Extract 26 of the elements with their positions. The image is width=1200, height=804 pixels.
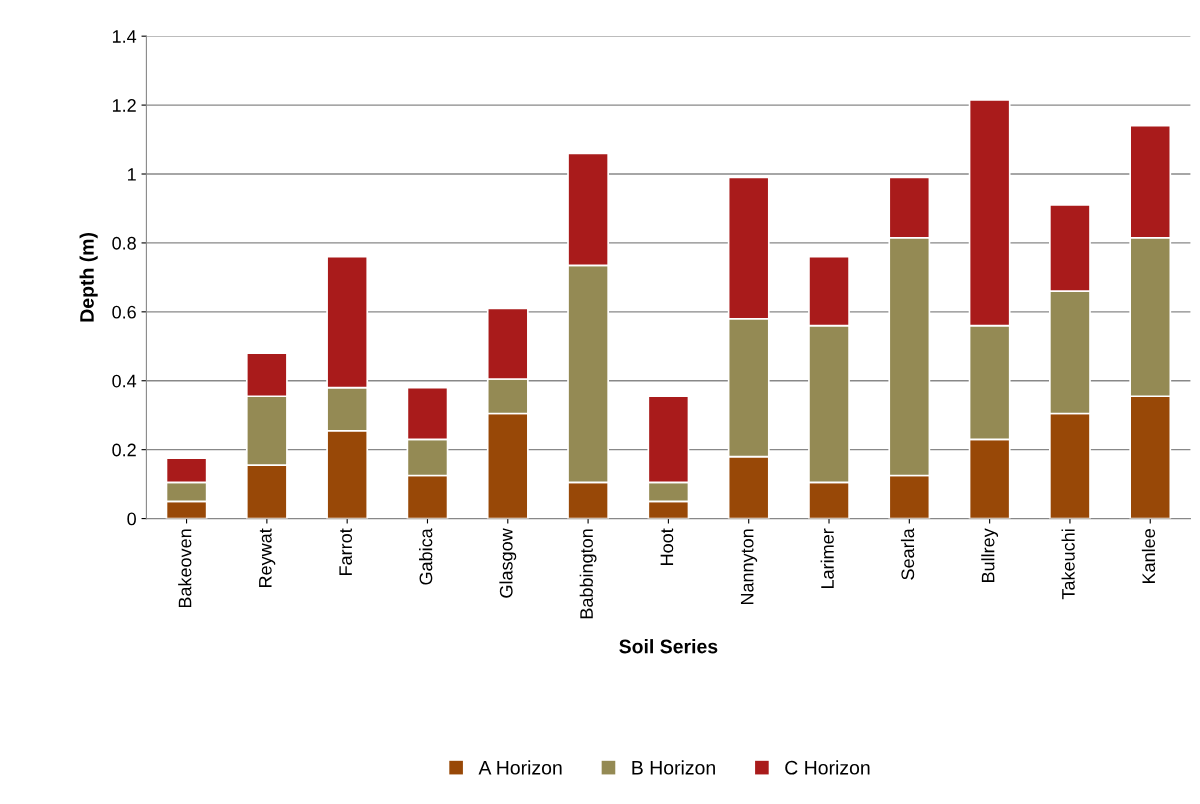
y-tick-label: 1 bbox=[128, 168, 136, 181]
x-tick-label: Nannyton bbox=[740, 529, 758, 605]
y-tick-label: 0.8 bbox=[112, 236, 136, 250]
x-tick-label: Bullrey bbox=[981, 528, 999, 583]
y-axis-title: Depth (m) bbox=[79, 232, 98, 322]
legend-label: A Horizon bbox=[478, 760, 562, 775]
x-tick-label: Hoot bbox=[660, 528, 674, 565]
legend-label: B Horizon bbox=[632, 760, 715, 775]
y-tick-label: 0 bbox=[127, 512, 136, 526]
x-tick-label: Takeuchi bbox=[1061, 529, 1075, 600]
legend-label: C Horizon bbox=[785, 760, 870, 775]
x-tick-label: Glasgow bbox=[499, 528, 517, 598]
x-tick-label: Bakeoven bbox=[178, 529, 192, 608]
y-tick-label: 0.2 bbox=[112, 443, 136, 457]
x-tick-label: Reywat bbox=[259, 528, 276, 588]
y-tick-label: 0.6 bbox=[112, 305, 136, 319]
x-tick-label: Farrot bbox=[339, 528, 353, 575]
x-tick-label: Gabica bbox=[419, 528, 433, 585]
x-axis-title: Soil Series bbox=[619, 639, 718, 654]
x-tick-label: Searla bbox=[900, 528, 915, 580]
x-tick-label: Babbington bbox=[579, 529, 597, 619]
x-tick-label: Larimer bbox=[820, 528, 834, 589]
x-tick-label: Kanlee bbox=[1141, 529, 1156, 584]
y-tick-label: 0.4 bbox=[112, 374, 137, 388]
y-tick-label: 1.4 bbox=[112, 30, 137, 43]
y-tick-label: 1.2 bbox=[112, 99, 136, 112]
